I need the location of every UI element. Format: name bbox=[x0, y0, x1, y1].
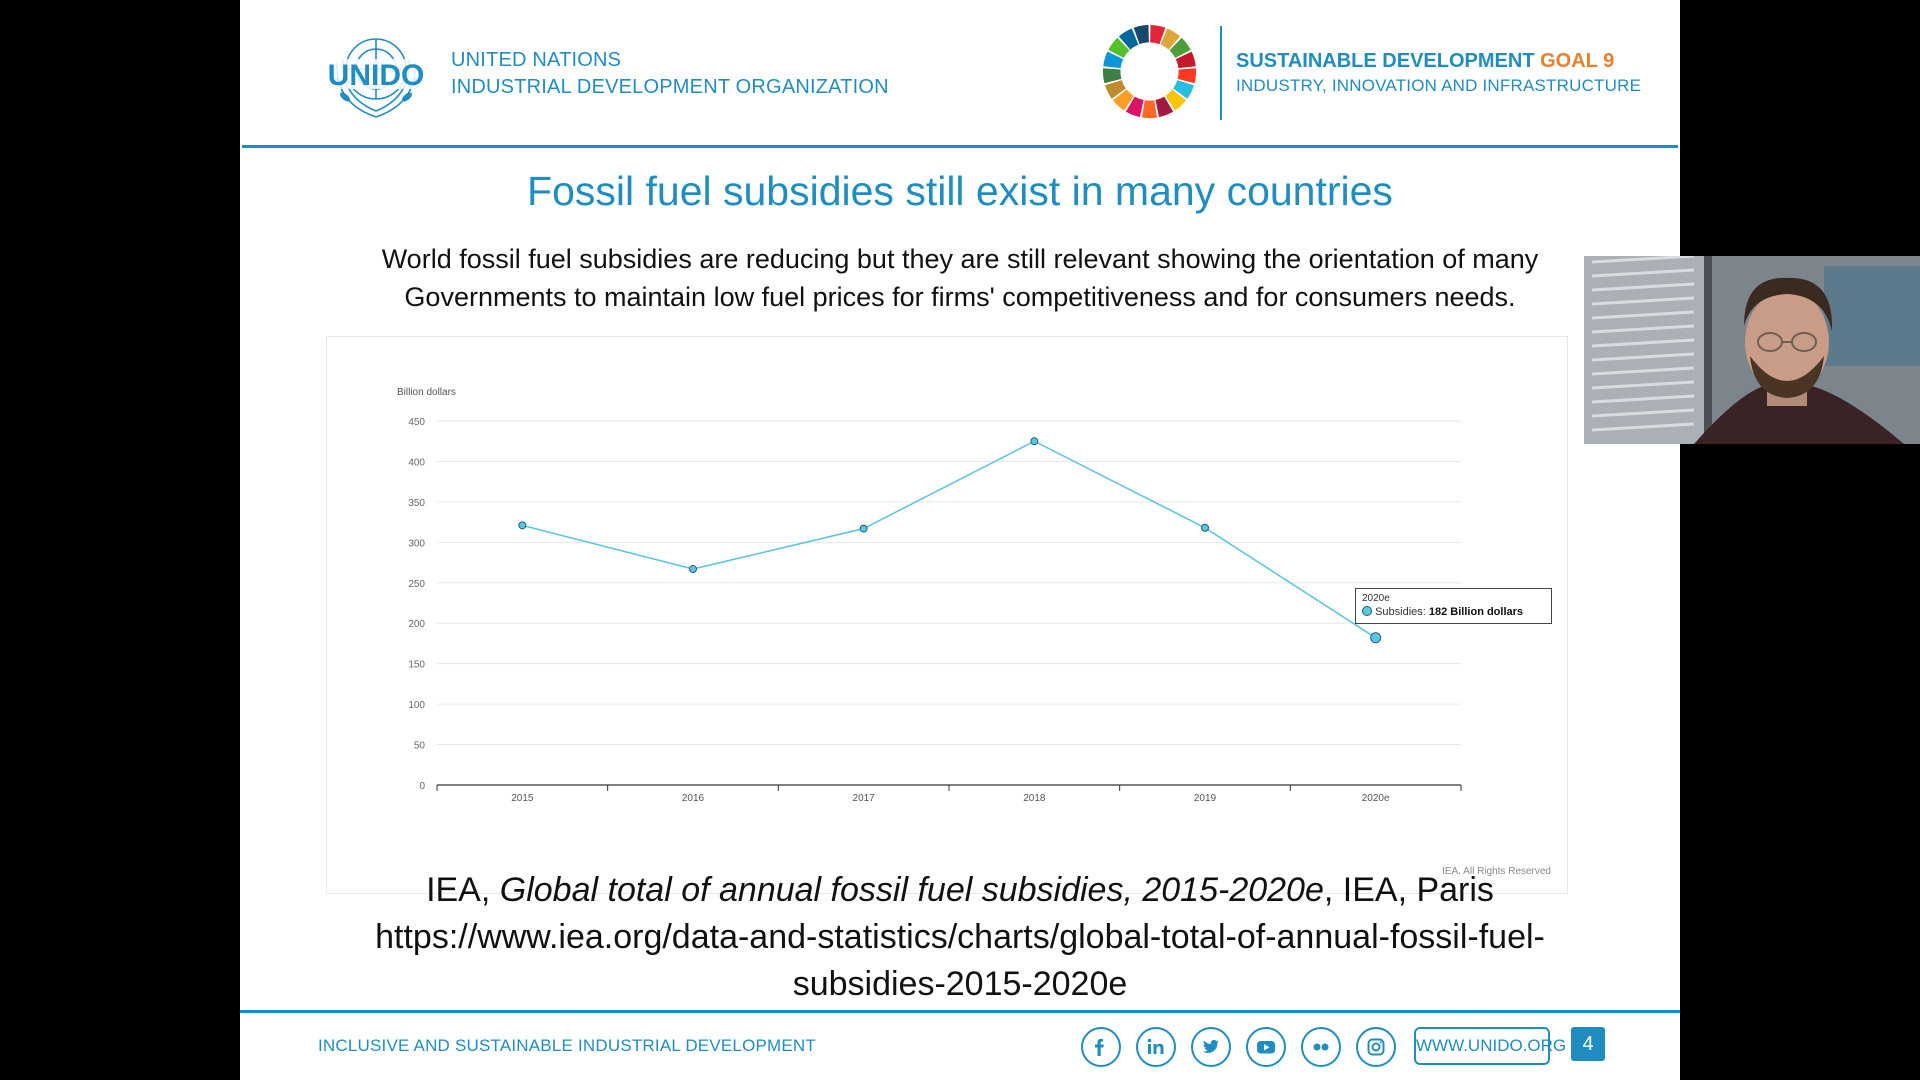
chart-tooltip: 2020e Subsidies: 182 Billion dollars bbox=[1355, 588, 1552, 624]
sdg-wheel-segment bbox=[1102, 68, 1122, 84]
x-tick-label: 2015 bbox=[511, 793, 534, 804]
y-tick-label: 250 bbox=[408, 579, 425, 590]
sdg-wheel-segment bbox=[1173, 80, 1194, 99]
unido-logo-text: UNIDO bbox=[328, 59, 425, 92]
data-point bbox=[518, 521, 527, 530]
x-tick-label: 2016 bbox=[682, 793, 705, 804]
citation-title: Global total of annual fossil fuel subsi… bbox=[499, 871, 1324, 909]
y-tick-label: 350 bbox=[408, 498, 425, 509]
data-point bbox=[1370, 632, 1382, 644]
slide-subtitle: World fossil fuel subsidies are reducing… bbox=[280, 240, 1640, 316]
y-tick-label: 400 bbox=[408, 457, 425, 468]
sdg-wheel-segment bbox=[1118, 28, 1139, 50]
sdg-wheel-segment bbox=[1108, 37, 1130, 58]
y-tick-label: 150 bbox=[408, 660, 425, 671]
sdg-wheel-segment bbox=[1165, 89, 1187, 111]
instagram-icon[interactable] bbox=[1356, 1027, 1396, 1067]
x-tick-label: 2020e bbox=[1362, 793, 1390, 804]
presenter-video-frame bbox=[1584, 256, 1920, 444]
sdg-wheel-segment bbox=[1133, 24, 1149, 45]
x-tick-label: 2017 bbox=[853, 793, 876, 804]
webcam-video bbox=[1584, 256, 1920, 444]
sdg-wheel-segment bbox=[1177, 68, 1197, 84]
sdg-label: SUSTAINABLE DEVELOPMENT GOAL 9 INDUSTRY,… bbox=[1236, 48, 1641, 98]
sdg-wheel-segment bbox=[1103, 51, 1124, 69]
sdg-wheel-segment bbox=[1112, 89, 1134, 111]
tooltip-series-dot bbox=[1362, 606, 1372, 616]
sdg-wheel-segment bbox=[1141, 100, 1158, 119]
tooltip-label: Subsidies: bbox=[1375, 606, 1426, 618]
org-name-line2: INDUSTRIAL DEVELOPMENT ORGANIZATION bbox=[451, 76, 889, 98]
tooltip-date: 2020e bbox=[1362, 593, 1390, 604]
sdg-wheel-segment bbox=[1150, 24, 1166, 45]
sdg-wheel-segment bbox=[1175, 51, 1196, 69]
y-tick-label: 0 bbox=[419, 781, 425, 792]
y-tick-label: 50 bbox=[414, 741, 426, 752]
chart-container: Billion dollars 0 50 100 150 200 250 300 350 400 4… bbox=[326, 336, 1568, 894]
header-divider bbox=[1220, 26, 1222, 120]
website-link[interactable]: WWW.UNIDO.ORG bbox=[1414, 1027, 1566, 1065]
y-axis-label: Billion dollars bbox=[397, 387, 456, 398]
unido-logo: UNIDO bbox=[319, 38, 433, 118]
series-line bbox=[522, 440, 1377, 639]
y-tick-label: 100 bbox=[408, 700, 425, 711]
slide-title: Fossil fuel subsidies still exist in man… bbox=[527, 168, 1393, 214]
x-tick-label: 2019 bbox=[1194, 793, 1217, 804]
sdg-wheel-segment bbox=[1155, 96, 1174, 118]
org-name-line1: UNITED NATIONS bbox=[451, 49, 622, 71]
citation: IEA, Global total of annual fossil fuel … bbox=[240, 867, 1680, 1008]
chart-rights: IEA. All Rights Reserved bbox=[1442, 866, 1551, 877]
data-point bbox=[689, 565, 697, 574]
citation-line1: IEA, Global total of annual fossil fuel … bbox=[240, 867, 1680, 914]
sdg-subtitle: INDUSTRY, INNOVATION AND INFRASTRUCTURE bbox=[1236, 76, 1642, 95]
sdg-title-text: SUSTAINABLE DEVELOPMENT bbox=[1236, 50, 1535, 72]
tooltip-row: Subsidies: 182 Billion dollars bbox=[1362, 606, 1523, 618]
subtitle-line1: World fossil fuel subsidies are reducing… bbox=[381, 244, 1539, 274]
data-point bbox=[1030, 437, 1039, 446]
sdg-wheel-segment bbox=[1160, 28, 1181, 50]
linkedin-icon[interactable] bbox=[1136, 1027, 1176, 1067]
sdg-title: SUSTAINABLE DEVELOPMENT GOAL 9 bbox=[1236, 48, 1641, 74]
citation-rest: , IEA, Paris bbox=[1323, 871, 1494, 909]
tooltip-value: 182 Billion dollars bbox=[1428, 606, 1524, 618]
org-name: UNITED NATIONS INDUSTRIAL DEVELOPMENT OR… bbox=[451, 47, 889, 101]
y-tick-label: 300 bbox=[408, 538, 425, 549]
data-point bbox=[1201, 523, 1209, 532]
flickr-icon[interactable] bbox=[1301, 1027, 1341, 1067]
footer-tagline: INCLUSIVE AND SUSTAINABLE INDUSTRIAL DEV… bbox=[318, 1036, 816, 1055]
sdg-wheel-segment bbox=[1169, 37, 1191, 58]
sdg-wheel-segment bbox=[1105, 80, 1126, 99]
sdg-wheel-logo bbox=[1102, 24, 1197, 119]
header-rule bbox=[242, 145, 1678, 148]
window-blinds bbox=[1591, 256, 1695, 432]
sdg-goal: GOAL 9 bbox=[1540, 50, 1615, 72]
x-tick-label: 2018 bbox=[1023, 793, 1046, 804]
sdg-wheel-segment bbox=[1125, 96, 1144, 118]
y-tick-label: 200 bbox=[408, 619, 425, 630]
presentation-slide: UNIDO UNITED NATIONS INDUSTRIAL DEVELOPM… bbox=[240, 0, 1680, 1080]
subtitle-line2: Governments to maintain low fuel prices … bbox=[404, 282, 1516, 312]
y-tick-label: 450 bbox=[408, 417, 425, 428]
citation-author: IEA, bbox=[426, 871, 491, 909]
citation-url-line2: subsidies-2015-2020e bbox=[792, 965, 1128, 1003]
citation-url-line1: https://www.iea.org/data-and-statistics/… bbox=[375, 918, 1545, 956]
line-chart: Billion dollars 0 50 100 150 200 250 300 350 400 4… bbox=[397, 387, 1462, 804]
presenter-body bbox=[1694, 383, 1904, 444]
youtube-icon[interactable] bbox=[1246, 1027, 1286, 1067]
twitter-icon[interactable] bbox=[1191, 1027, 1231, 1067]
facebook-icon[interactable] bbox=[1081, 1027, 1121, 1067]
footer-rule bbox=[240, 1010, 1680, 1013]
data-point bbox=[859, 524, 868, 533]
page-number: 4 bbox=[1571, 1027, 1605, 1061]
